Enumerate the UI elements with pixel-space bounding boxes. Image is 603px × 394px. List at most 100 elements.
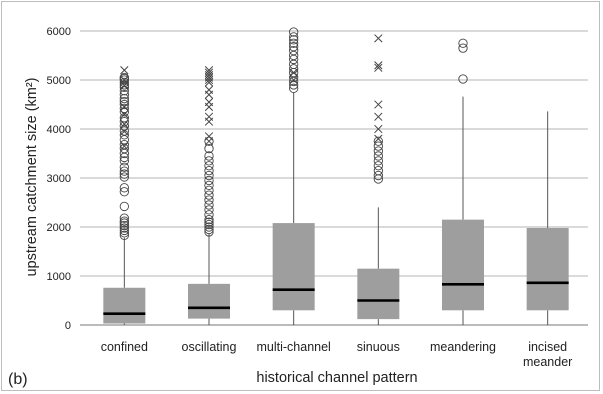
outlier-circle: [204, 190, 214, 200]
box-meandering: [442, 38, 484, 325]
iqr-box: [442, 219, 484, 311]
outlier-cross: [120, 102, 129, 112]
box-sinuous: [357, 34, 400, 325]
outlier-cross: [204, 132, 214, 141]
outlier-cross: [120, 75, 129, 85]
box-incised-meander: [526, 111, 569, 325]
box-multi-channel: [272, 27, 315, 325]
outlier-circle: [204, 185, 214, 195]
outlier-circle: [119, 201, 129, 212]
x-category-label: incised: [528, 340, 567, 354]
x-category-label: multi-channel: [256, 340, 330, 354]
outlier-circle: [373, 156, 383, 166]
box-oscillating: [188, 66, 230, 325]
outlier-cross: [374, 124, 383, 134]
outlier-circle: [119, 77, 129, 88]
outlier-circle: [458, 38, 468, 48]
outlier-circle: [119, 113, 129, 123]
outlier-circle: [204, 170, 214, 181]
outlier-circle: [289, 32, 299, 42]
y-tick-label: 0: [65, 320, 71, 332]
outlier-circle: [119, 99, 129, 110]
outlier-circle: [204, 156, 214, 166]
outlier-circle: [119, 223, 129, 233]
outlier-cross: [289, 75, 298, 85]
outlier-circle: [204, 151, 214, 161]
outlier-circle: [119, 117, 129, 127]
outlier-cross: [204, 66, 214, 75]
x-category-label: confined: [101, 340, 148, 354]
x-category-label: meander: [523, 355, 572, 369]
y-tick-label: 1000: [47, 271, 71, 283]
outlier-circle: [204, 214, 214, 225]
outlier-circle: [204, 200, 214, 210]
outlier-circle: [119, 183, 129, 193]
outlier-circle: [373, 141, 383, 151]
outlier-circle: [119, 220, 129, 231]
gridlines: [80, 30, 588, 326]
outlier-circle: [373, 151, 383, 161]
outlier-circle: [458, 74, 468, 84]
box-series: [103, 27, 569, 325]
outlier-cross: [120, 81, 129, 91]
x-category-labels: confined oscillating multi-channel sinuous m…: [101, 340, 573, 369]
outlier-circle: [119, 228, 129, 238]
x-category-label: oscillating: [182, 340, 237, 354]
outlier-cross: [120, 110, 129, 119]
outlier-circle: [373, 136, 383, 146]
outlier-circle: [204, 222, 214, 232]
outlier-circle: [119, 162, 129, 172]
outlier-cross: [374, 34, 383, 43]
outlier-cross: [204, 85, 214, 94]
x-axis-title: historical channel pattern: [256, 370, 417, 386]
outlier-cross: [374, 61, 383, 70]
outlier-cross: [120, 141, 129, 151]
outlier-cross: [204, 68, 214, 77]
outlier-cross: [120, 119, 129, 129]
outlier-circle: [119, 166, 129, 176]
outlier-circle: [119, 140, 129, 150]
outlier-circle: [204, 217, 214, 227]
outlier-circle: [119, 225, 129, 236]
iqr-box: [272, 223, 315, 311]
y-tick-label: 6000: [47, 26, 71, 38]
y-tick-label: 3000: [47, 173, 71, 185]
outlier-circle: [119, 156, 129, 166]
outlier-circle: [373, 165, 383, 176]
outlier-circle: [204, 219, 214, 230]
outlier-circle: [204, 180, 214, 191]
outlier-cross: [289, 68, 298, 77]
outlier-cross: [204, 97, 214, 107]
iqr-box: [188, 283, 230, 319]
outlier-circle: [119, 172, 129, 182]
outlier-circle: [119, 96, 129, 107]
outlier-circle: [204, 161, 214, 171]
outlier-circle: [119, 216, 129, 226]
outlier-circle: [289, 35, 299, 45]
outlier-circle: [119, 93, 129, 104]
outlier-circle: [204, 143, 214, 154]
outlier-cross: [374, 134, 383, 143]
outlier-cross: [120, 66, 129, 75]
outlier-cross: [374, 112, 383, 121]
outlier-circle: [289, 27, 299, 37]
outlier-circle: [204, 195, 214, 205]
outlier-circle: [119, 169, 129, 179]
outlier-circle: [373, 161, 383, 171]
outlier-circle: [119, 213, 129, 223]
outlier-circle: [119, 90, 129, 100]
panel-label: (b): [8, 371, 28, 388]
outlier-circle: [119, 72, 129, 83]
y-tick-labels: 0 1000 2000 3000 4000 5000 6000: [47, 26, 71, 332]
outlier-circle: [458, 43, 468, 53]
outlier-circle: [373, 146, 383, 156]
outlier-circle: [119, 187, 129, 197]
outlier-cross: [204, 112, 214, 121]
outlier-circle: [119, 103, 129, 114]
outlier-circle: [289, 45, 299, 56]
outlier-circle: [373, 170, 383, 181]
outlier-circle: [204, 205, 214, 215]
outlier-cross: [120, 127, 129, 136]
